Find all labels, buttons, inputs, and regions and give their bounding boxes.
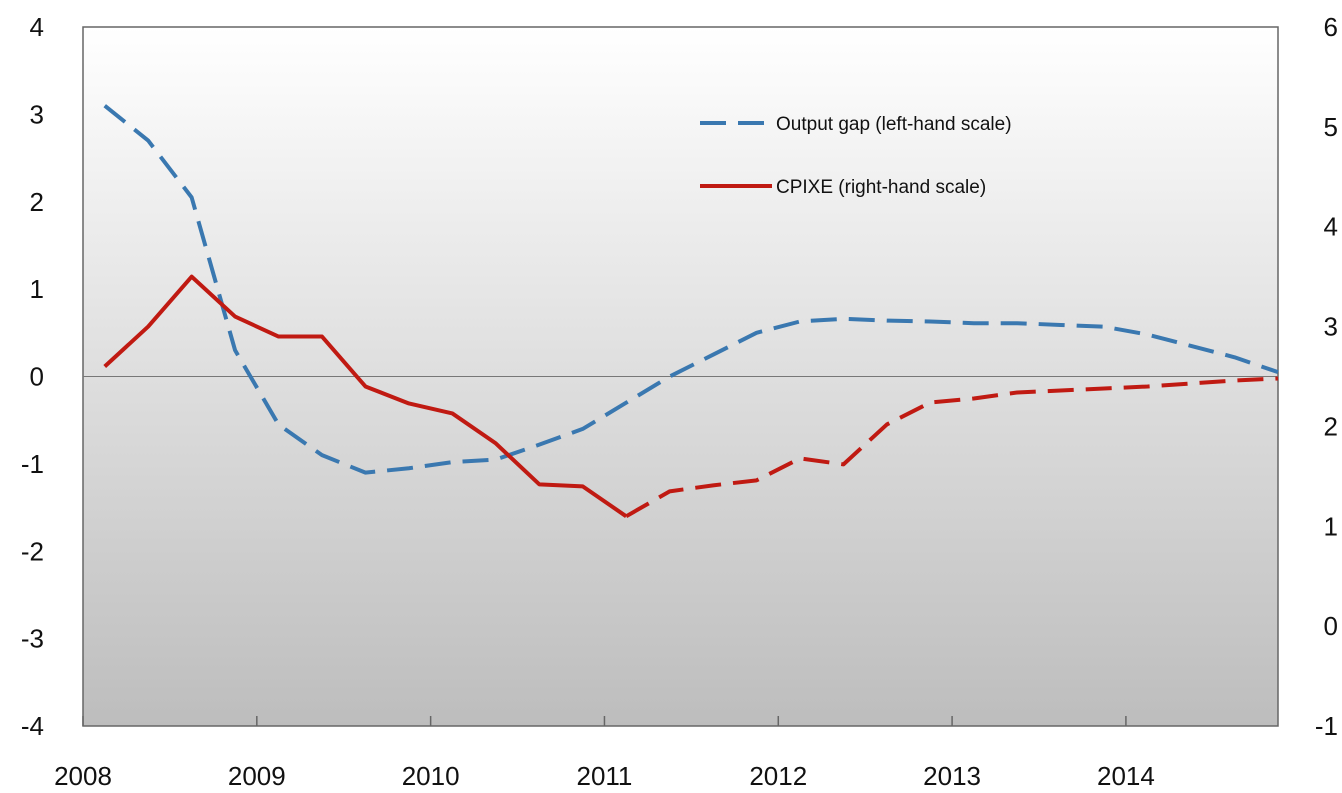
legend-label: CPIXE (right-hand scale) [776,177,986,198]
y2-tick-label: 1 [1324,511,1338,541]
x-tick-label: 2009 [228,761,286,791]
y2-tick-label: 5 [1324,112,1338,142]
y2-tick-label: 0 [1324,611,1338,641]
x-tick-label: 2012 [749,761,807,791]
x-tick-label: 2008 [54,761,112,791]
y-tick-label: 1 [30,274,44,304]
x-tick-label: 2013 [923,761,981,791]
y-tick-label: -1 [21,449,44,479]
y-tick-label: -3 [21,624,44,654]
line [103,274,628,518]
y-tick-label: 4 [30,12,44,42]
y-tick-label: -2 [21,536,44,566]
legend-label: Output gap (left-hand scale) [776,114,1012,135]
y2-tick-label: 3 [1324,312,1338,342]
line [103,104,1279,475]
y-tick-label: 2 [30,187,44,217]
y2-tick-label: 4 [1324,212,1338,242]
y2-tick-label: 2 [1324,411,1338,441]
y-tick-label: -4 [21,711,44,741]
y-tick-label: 0 [30,362,44,392]
y-tick-label: 3 [30,99,44,129]
x-tick-label: 2010 [402,761,460,791]
line [625,376,1279,519]
x-tick-label: 2014 [1097,761,1155,791]
y2-tick-label: -1 [1315,711,1338,741]
x-tick-label: 2011 [576,761,632,791]
y2-tick-label: 6 [1324,12,1338,42]
